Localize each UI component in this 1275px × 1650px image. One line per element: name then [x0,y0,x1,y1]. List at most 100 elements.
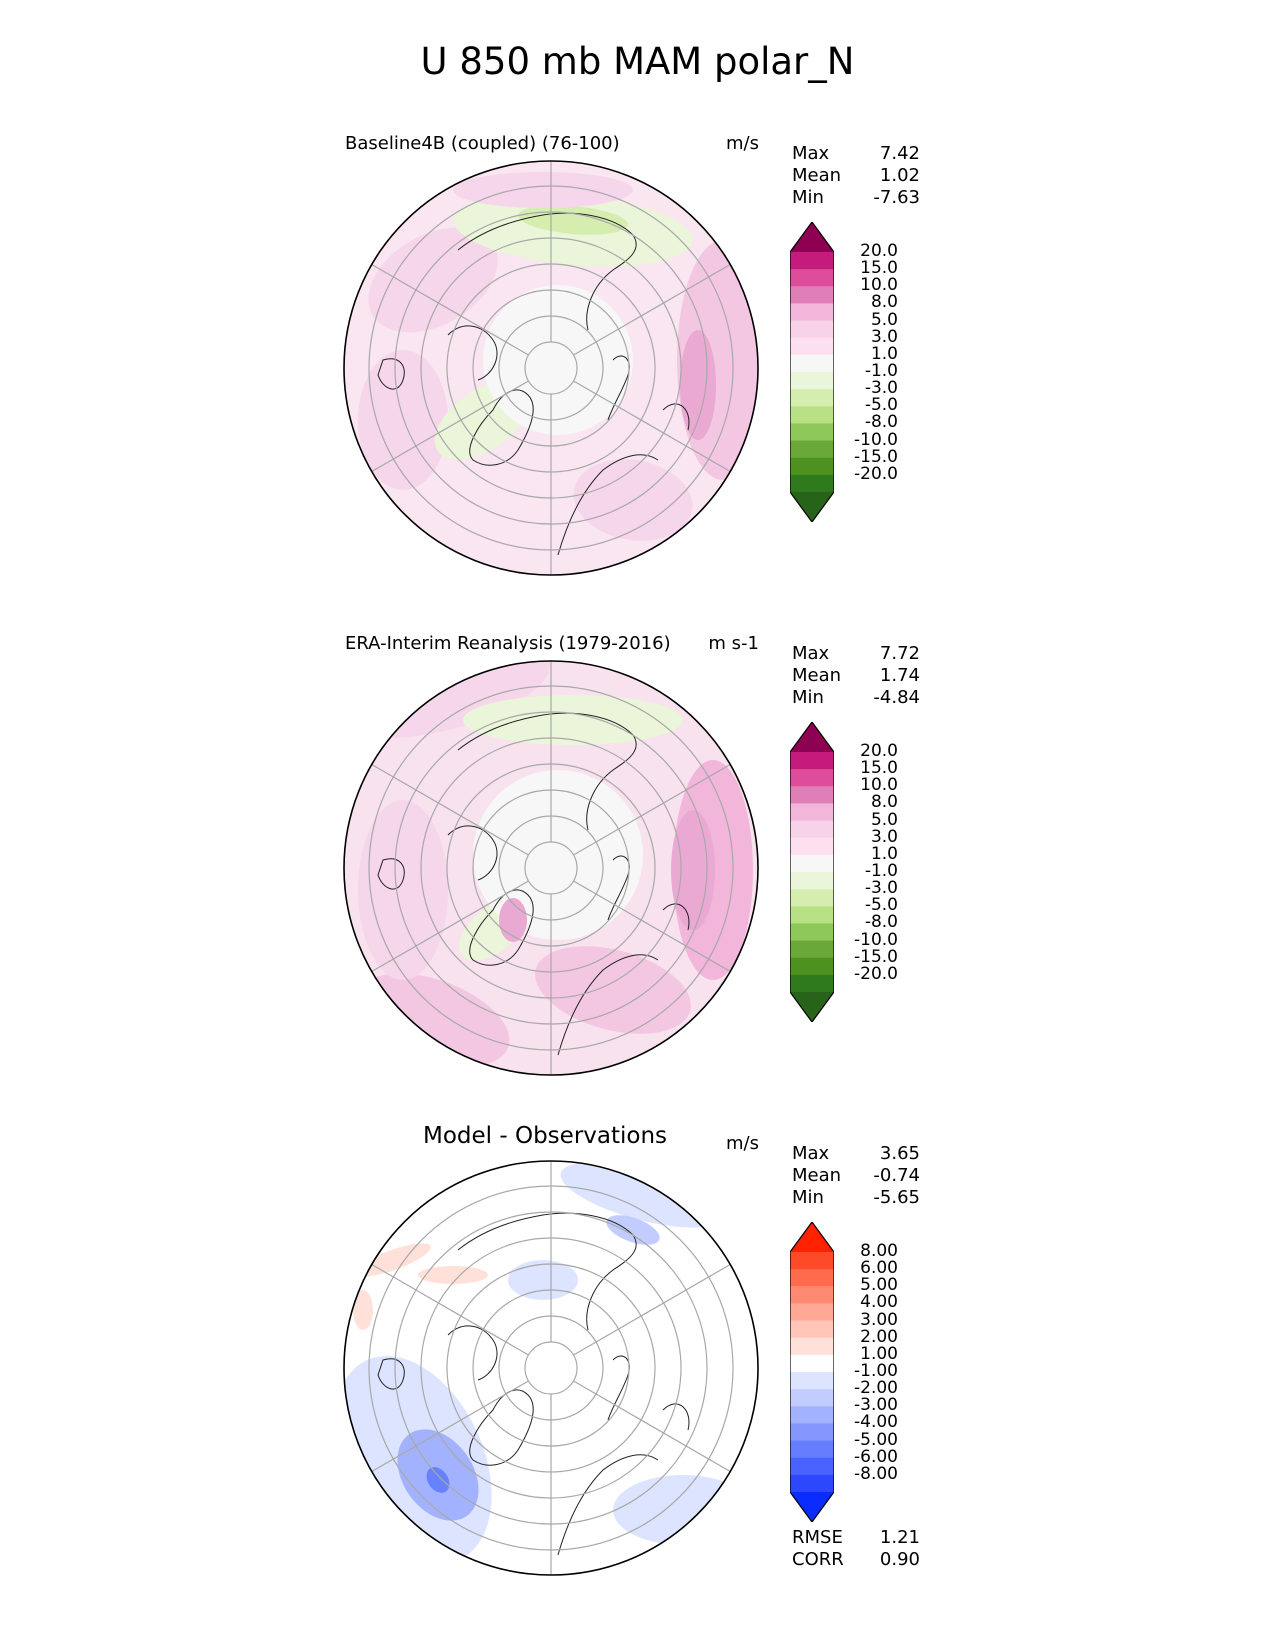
polar-map [343,1160,759,1576]
panel-title: ERA-Interim Reanalysis (1979-2016) [345,633,671,654]
colorbar-tick-label: -8.0 [864,412,898,433]
meridian-line [371,880,529,973]
colorbar-tick-label: 15.0 [860,258,898,279]
colorbar-swatch [790,957,834,976]
colorbar-bottom-extend [790,492,834,522]
positive-wind-region [358,800,448,980]
map-border [343,660,759,1076]
colorbar-tick-label: 20.0 [860,241,898,261]
colorbar-swatch [790,406,834,424]
meridian-line [573,263,731,356]
colorbar-swatch [790,286,834,304]
polar-map [343,660,759,1076]
negative-diff-core [606,1215,660,1245]
coastline [457,212,637,331]
coastline [447,325,498,381]
colorbar-swatch [790,1303,834,1322]
stat-mean: Mean 1.02 [792,165,920,186]
coastlines [377,1212,690,1556]
colorbar-tick-label: 3.0 [870,326,898,347]
coastline [557,454,659,556]
colorbar [790,722,834,1022]
colorbar-tick-label: -3.0 [864,878,898,899]
polar-map [343,160,759,576]
stat-corr: CORR 0.90 [792,1549,920,1570]
colorbar-swatch [790,854,834,873]
colorbar-tick-label: 5.0 [870,309,898,330]
colorbar-tick-label: -3.00 [854,1395,898,1416]
neutral-region [473,770,643,940]
coastlines [377,712,690,1056]
coastline [662,1403,690,1431]
colorbar-top-extend [790,1222,834,1252]
colorbar-tick-label: -1.00 [854,1361,898,1381]
negative-wind-region [463,695,683,745]
positive-wind-core [671,810,715,930]
colorbar-tick-label: -8.00 [854,1463,898,1484]
colorbar-tick-label: 5.0 [870,809,898,830]
colorbar-swatch [790,320,834,339]
colorbar-swatch [790,1457,834,1476]
colorbar-tick-label: 5.00 [860,1275,898,1296]
coastlines [377,212,690,556]
colorbar-swatch [790,1252,834,1270]
colorbar-swatch [790,974,834,993]
colorbar-tick-label: -5.0 [864,395,898,416]
colorbar-tick-label: 1.00 [860,1343,898,1364]
coastline [662,903,690,931]
positive-wind-region [358,350,448,490]
meridian-line [371,380,529,473]
positive-diff-region [353,1290,373,1330]
colorbar-swatch [790,1389,834,1407]
coastline [557,1454,659,1556]
colorbar-swatch [790,1406,834,1424]
colorbar-swatch [790,1286,834,1304]
stat-max: Max 7.72 [792,643,920,664]
coastline [607,355,630,421]
stat-max: Max 3.65 [792,1143,920,1164]
colorbar-tick-label: 10.0 [860,275,898,296]
positive-wind-region [573,459,693,541]
positive-wind-region [453,172,633,208]
coastline [557,954,659,1056]
colorbar-tick-label: -10.0 [854,429,898,450]
colorbar-swatch [790,389,834,407]
neutral-region [483,285,633,435]
colorbar-swatch [790,252,834,270]
positive-diff-region [355,1243,431,1277]
colorbar-tick-label: 2.00 [860,1326,898,1347]
colorbar [790,1222,834,1522]
colorbar-tick-label: -4.00 [854,1412,898,1433]
colorbar-swatch [790,752,834,770]
stat-min: Min -5.65 [792,1187,920,1208]
colorbar-swatch [790,940,834,959]
colorbar-tick-label: 3.00 [860,1309,898,1330]
colorbar-swatch [790,457,834,476]
colorbar-swatch [790,803,834,822]
meridian-line [573,1380,731,1473]
colorbar-tick-label: -3.0 [864,378,898,399]
positive-wind-core [680,330,716,440]
colorbar-swatch [790,1354,834,1373]
panel-units: m/s [726,1133,759,1154]
stats-box: Max 3.65 Mean -0.74 Min -5.65 [792,1143,920,1209]
colorbar-swatch [790,1423,834,1442]
colorbar-swatch [790,1474,834,1493]
figure-title: U 850 mb MAM polar_N [420,40,855,83]
colorbar [790,222,834,522]
panel-units: m/s [726,133,759,154]
colorbar-tick-label: -2.00 [854,1378,898,1399]
colorbar-top-extend [790,722,834,752]
colorbar-tick-label: -20.0 [854,463,898,484]
coastline [457,712,637,831]
panel-title: Model - Observations [423,1123,668,1149]
colorbar-swatch [790,440,834,459]
colorbar-tick-label: -5.00 [854,1429,898,1450]
positive-wind-core [499,898,527,942]
colorbar-swatch [790,337,834,356]
colorbar-tick-label: 6.00 [860,1258,898,1279]
colorbar-tick-label: 8.0 [870,292,898,313]
colorbar-swatch [790,303,834,322]
coastline [457,1212,637,1331]
colorbar-tick-label: -6.00 [854,1446,898,1467]
